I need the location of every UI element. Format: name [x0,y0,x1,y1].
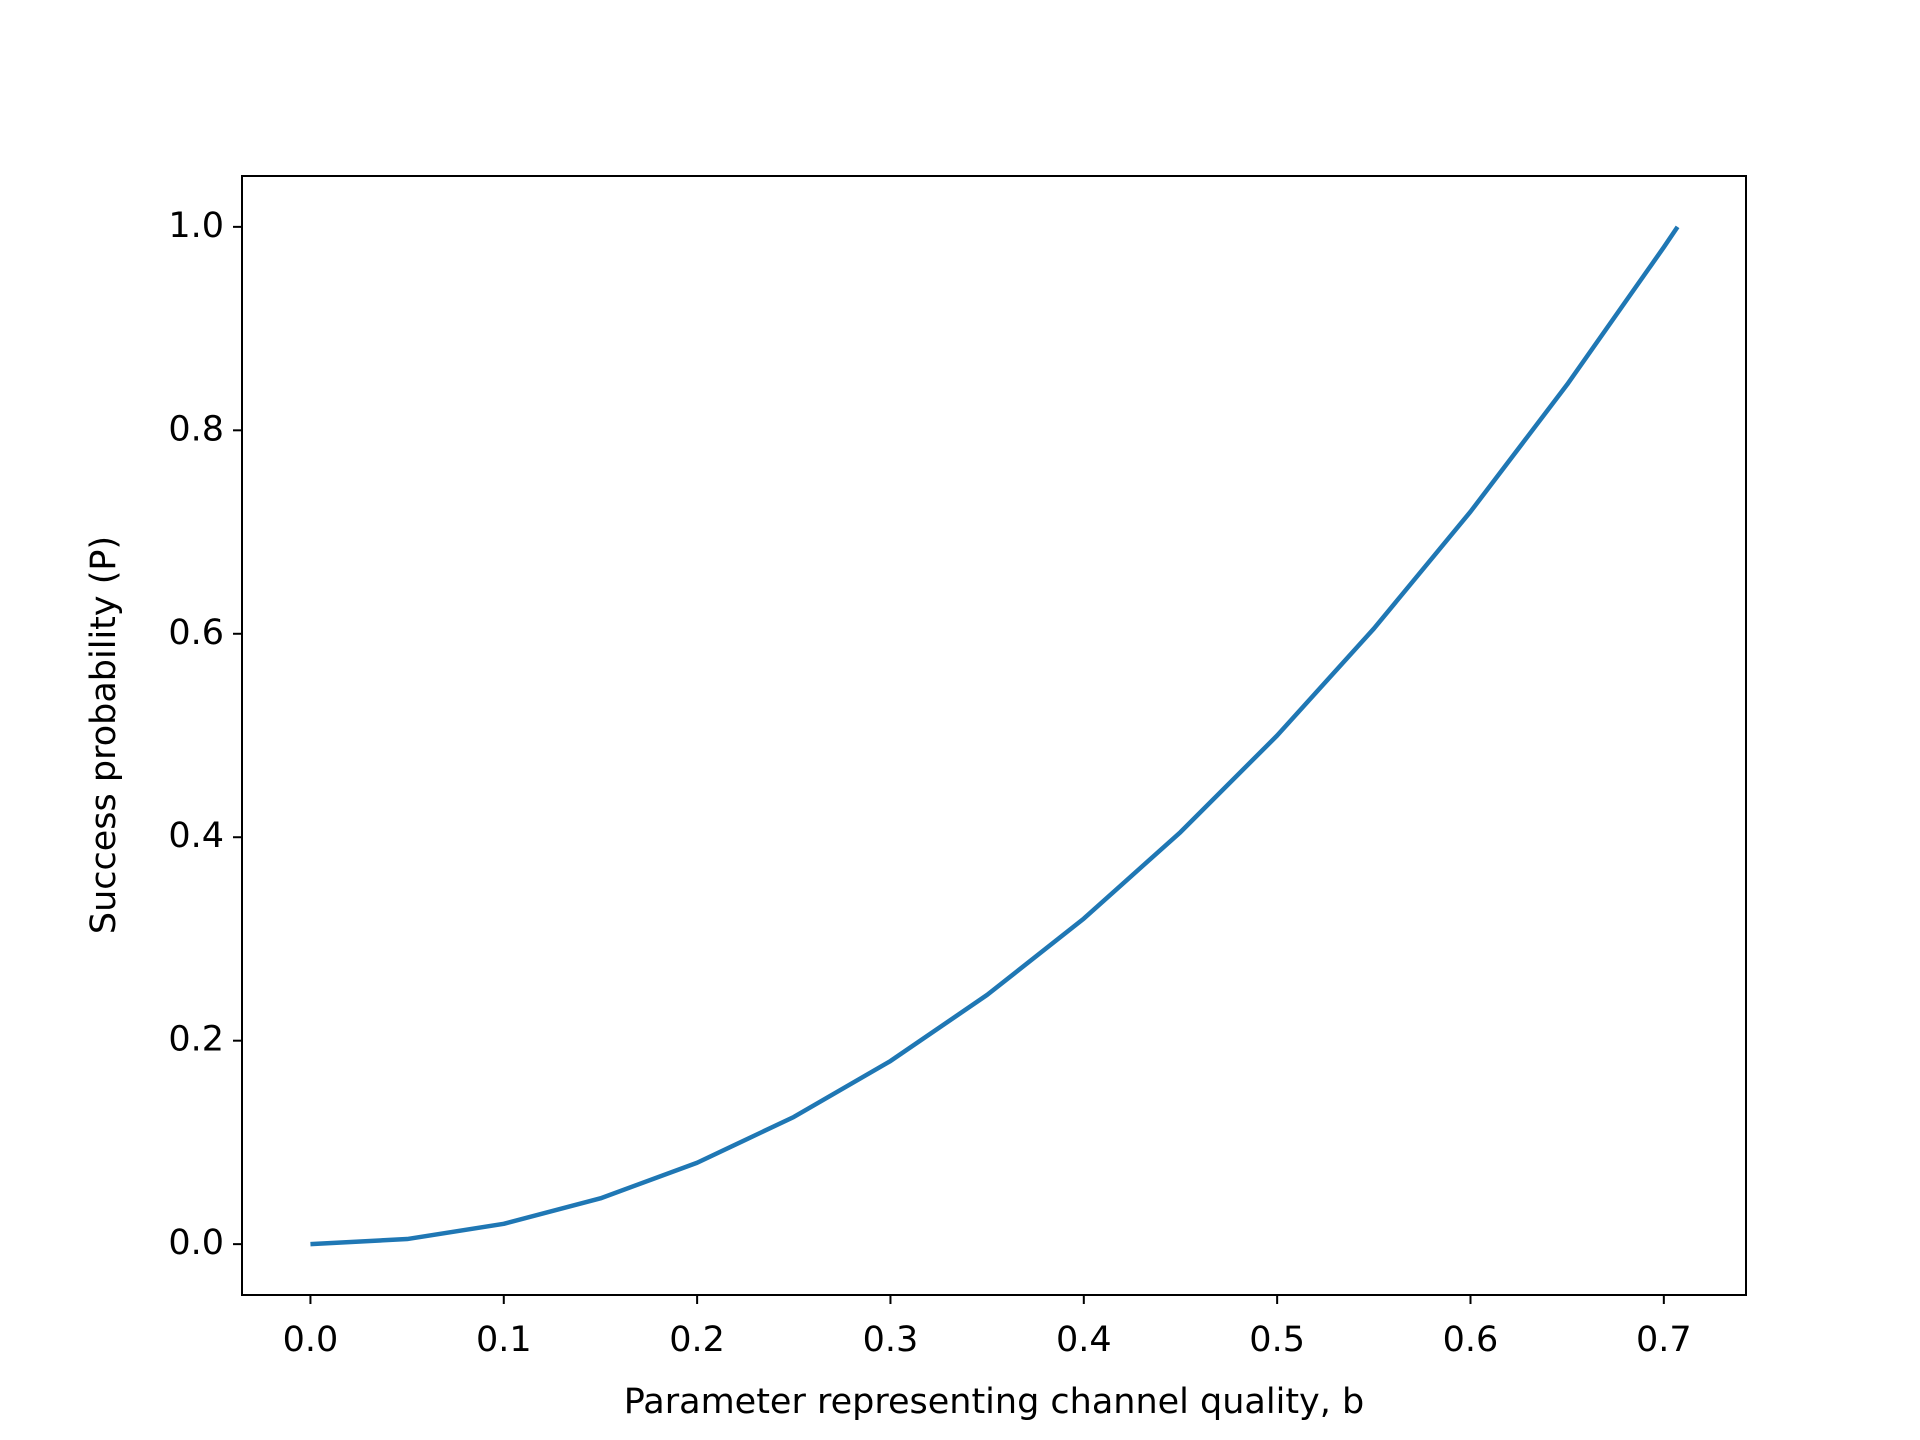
data-line [310,225,1680,1247]
y-tick-label: 0.2 [168,1020,224,1060]
y-axis-label: Success probability (P) [84,536,124,934]
y-tick-label: 0.4 [168,816,224,856]
x-tick-label: 0.1 [476,1320,532,1360]
x-tick-label: 0.4 [1056,1320,1112,1360]
x-tick-label: 0.7 [1636,1320,1692,1360]
plot-frame [241,175,1747,1296]
y-tick-label: 0.0 [168,1223,224,1263]
y-tick-label: 0.6 [168,613,224,653]
x-axis-label: Parameter representing channel quality, … [624,1382,1365,1422]
x-tick-label: 0.6 [1443,1320,1499,1360]
x-tick-label: 0.0 [283,1320,339,1360]
x-tick-label: 0.3 [863,1320,919,1360]
y-tick-label: 1.0 [168,206,224,246]
x-tick-label: 0.5 [1249,1320,1305,1360]
x-tick-label: 0.2 [669,1320,725,1360]
y-tick-label: 0.8 [168,409,224,449]
